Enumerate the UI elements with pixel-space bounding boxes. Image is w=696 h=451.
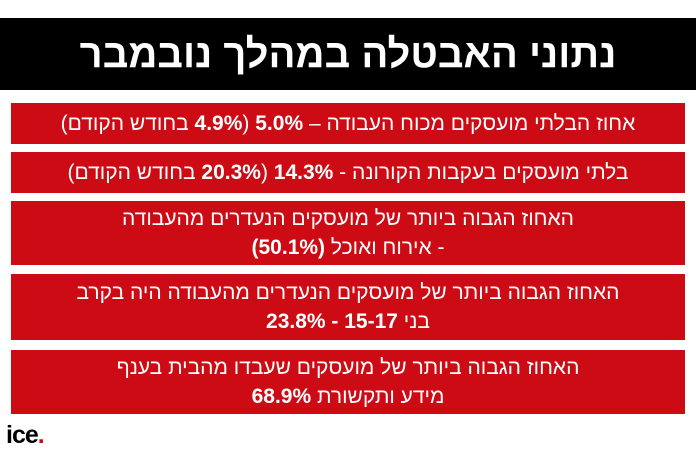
stat-line-1: האחוז הגבוה ביותר של מועסקים הנעדרים מהע… — [122, 207, 574, 230]
stat-paren: ( — [242, 112, 256, 135]
page-title: נתוני האבטלה במהלך נובמבר — [79, 31, 617, 76]
stat-row-corona-unemployed: בלתי מועסקים בעקבות הקורונה - 14.3% (20.… — [11, 152, 685, 193]
stat-text-previous: בחודש הקודם) — [60, 112, 195, 135]
stat-text-previous: בחודש הקודם) — [67, 161, 202, 184]
stat-line-2: בני 15-17 - 23.8% — [266, 307, 430, 336]
stat-previous-value: 4.9% — [194, 112, 243, 135]
stat-line-1: האחוז הגבוה ביותר של מועסקים הנעדרים מהע… — [76, 281, 620, 304]
logo-text: ice — [6, 421, 39, 449]
stat-value: 14.3% — [273, 161, 334, 184]
stat-value: 15-17 - 23.8% — [266, 310, 398, 333]
stat-text: בני — [397, 310, 430, 333]
stat-text: אחוז הבלתי מועסקים מכוח העבודה – — [303, 112, 636, 135]
stat-line: בלתי מועסקים בעקבות הקורונה - 14.3% (20.… — [68, 158, 629, 187]
stat-line: אחוז הבלתי מועסקים מכוח העבודה – 5.0% (4… — [61, 109, 636, 138]
title-bar: נתוני האבטלה במהלך נובמבר — [0, 18, 696, 90]
stat-line-2: מידע ותקשורת 68.9% — [252, 382, 445, 411]
stat-value: 68.9% — [251, 385, 312, 408]
stat-row-work-from-home: האחוז הגבוה ביותר של מועסקים שעבדו מהבית… — [11, 350, 685, 414]
stat-line-2: - אירוח ואוכל (50.1%) — [252, 233, 445, 262]
stat-paren: ( — [260, 161, 274, 184]
stat-previous-value: 20.3% — [201, 161, 261, 184]
stat-text: בלתי מועסקים בעקבות הקורונה - — [333, 161, 629, 184]
stat-row-absent-by-age: האחוז הגבוה ביותר של מועסקים הנעדרים מהע… — [11, 274, 685, 340]
stat-value: 5.0% — [255, 112, 304, 135]
ice-logo: ice. — [6, 421, 45, 450]
stat-line-1: האחוז הגבוה ביותר של מועסקים שעבדו מהבית… — [116, 356, 580, 379]
stat-value: (50.1%) — [251, 236, 326, 259]
logo-dot: . — [37, 421, 45, 449]
stat-text: - אירוח ואוכל — [325, 236, 445, 259]
stat-row-unemployment-rate: אחוז הבלתי מועסקים מכוח העבודה – 5.0% (4… — [11, 103, 685, 144]
stat-row-absent-by-sector: האחוז הגבוה ביותר של מועסקים הנעדרים מהע… — [11, 201, 685, 265]
stat-text: מידע ותקשורת — [311, 385, 445, 408]
